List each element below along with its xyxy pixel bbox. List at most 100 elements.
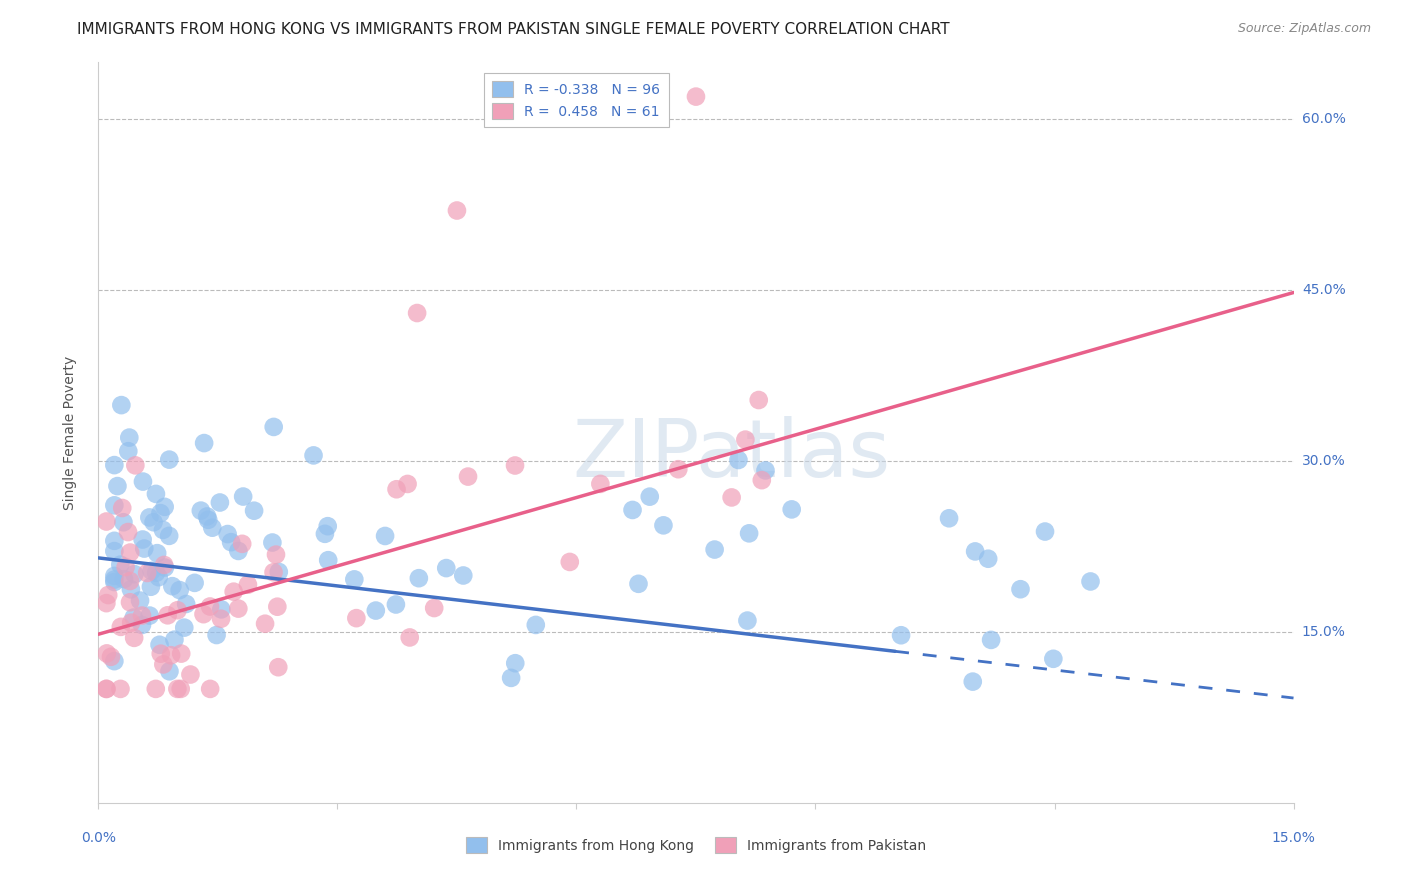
Point [501,671,523,685]
Point [302,449,325,463]
Point [152,657,174,672]
Point [558,555,581,569]
Point [96,596,118,610]
Point [205,628,228,642]
Point [149,506,172,520]
Text: ZIPatlas: ZIPatlas [572,416,891,494]
Point [166,603,188,617]
Point [343,573,366,587]
Point [96,647,118,661]
Point [132,475,155,489]
Point [938,511,960,525]
Point [148,638,170,652]
Point [398,631,420,645]
Point [96,681,118,696]
Point [267,660,290,674]
Point [195,509,218,524]
Point [107,479,129,493]
Point [751,473,773,487]
Point [103,654,125,668]
Point [103,574,125,589]
Point [96,681,118,696]
Text: 30.0%: 30.0% [1302,454,1346,468]
Point [156,608,179,623]
Point [103,569,125,583]
Point [408,571,430,585]
Point [434,561,457,575]
Point [198,681,221,696]
Point [316,553,339,567]
Point [314,526,336,541]
Point [232,490,254,504]
Text: 45.0%: 45.0% [1302,284,1346,297]
Point [118,431,141,445]
Point [173,621,195,635]
Point [980,632,1002,647]
Point [179,667,201,681]
Point [965,544,987,558]
Point [453,568,475,582]
Point [148,570,170,584]
Point [159,665,181,679]
Point [1010,582,1032,597]
Point [129,593,152,607]
Point [748,392,770,407]
Point [638,490,661,504]
Point [254,616,277,631]
Point [228,601,250,615]
Point [446,203,468,218]
Point [219,535,242,549]
Point [262,535,284,549]
Point [142,515,165,529]
Point [138,510,160,524]
Point [231,537,253,551]
Point [149,647,172,661]
Point [197,513,219,527]
Point [396,477,419,491]
Point [703,542,725,557]
Point [208,495,231,509]
Point [621,503,644,517]
Point [124,567,146,582]
Point [103,573,125,587]
Point [110,681,132,696]
Point [162,579,184,593]
Point [217,527,239,541]
Point [1042,652,1064,666]
Point [117,444,139,458]
Point [136,566,159,580]
Point [385,598,408,612]
Point [890,628,912,642]
Point [374,529,396,543]
Point [1080,574,1102,589]
Point [170,647,193,661]
Point [209,612,232,626]
Point [183,575,205,590]
Point [720,491,742,505]
Point [160,648,183,663]
Legend: Immigrants from Hong Kong, Immigrants from Pakistan: Immigrants from Hong Kong, Immigrants fr… [461,831,931,859]
Point [236,577,259,591]
Point [131,608,153,623]
Point [157,529,180,543]
Point [131,533,153,547]
Point [652,518,675,533]
Point [111,500,134,515]
Point [266,599,288,614]
Point [120,574,142,588]
Point [190,503,212,517]
Text: IMMIGRANTS FROM HONG KONG VS IMMIGRANTS FROM PAKISTAN SINGLE FEMALE POVERTY CORR: IMMIGRANTS FROM HONG KONG VS IMMIGRANTS … [77,22,950,37]
Point [201,521,224,535]
Point [198,599,221,614]
Point [263,566,285,580]
Point [112,515,135,529]
Point [423,601,446,615]
Point [174,597,197,611]
Point [727,453,749,467]
Point [228,544,250,558]
Point [112,572,135,586]
Point [406,306,429,320]
Point [153,500,176,514]
Point [117,524,139,539]
Point [754,463,776,477]
